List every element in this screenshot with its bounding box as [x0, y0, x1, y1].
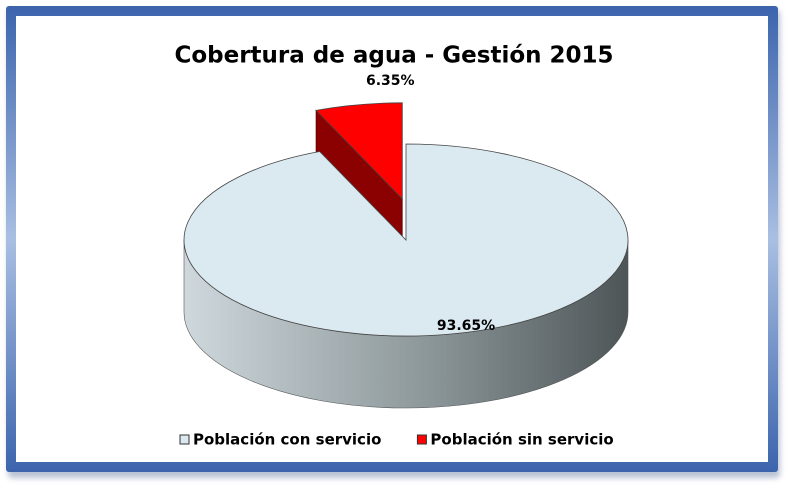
legend-swatch	[416, 434, 427, 445]
chart-title: Cobertura de agua - Gestión 2015	[174, 43, 613, 69]
slice	[315, 102, 403, 200]
data-label: 6.35%	[366, 73, 415, 89]
slice	[183, 143, 629, 337]
legend: Población con servicio Población sin serv…	[179, 431, 614, 449]
legend-label: Población con servicio	[193, 431, 381, 449]
pie: 93.65% 6.35%	[183, 73, 629, 409]
legend-swatch	[179, 434, 190, 445]
legend-label: Población sin servicio	[430, 431, 613, 449]
data-label: 93.65%	[437, 318, 495, 334]
